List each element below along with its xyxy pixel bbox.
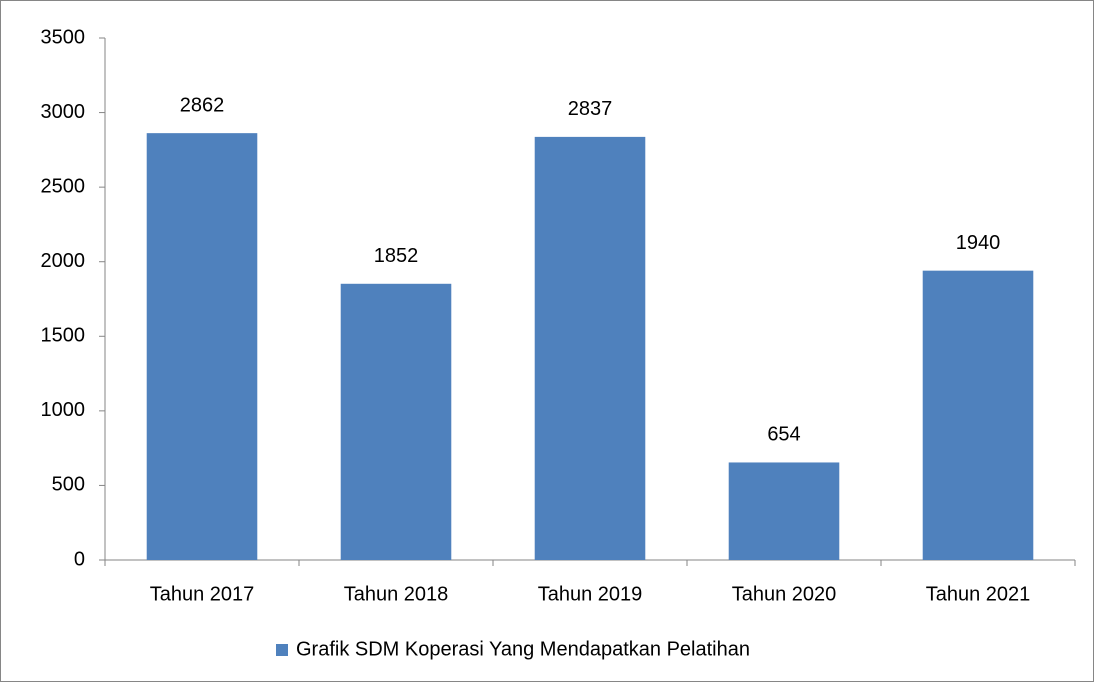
x-tick-label: Tahun 2021: [926, 583, 1031, 605]
y-tick-label: 1000: [41, 399, 86, 421]
y-tick-label: 3500: [41, 26, 86, 48]
legend-swatch: [276, 644, 288, 656]
bar: [728, 462, 840, 560]
data-label: 2862: [180, 94, 225, 116]
y-tick-label: 500: [52, 474, 85, 496]
y-tick-label: 1500: [41, 325, 86, 347]
y-tick-label: 0: [74, 548, 85, 570]
x-tick-label: Tahun 2017: [150, 583, 255, 605]
bar: [534, 136, 646, 560]
legend-label: Grafik SDM Koperasi Yang Mendapatkan Pel…: [296, 638, 750, 660]
x-tick-label: Tahun 2019: [538, 583, 643, 605]
data-label: 654: [767, 424, 800, 446]
y-tick-label: 2000: [41, 250, 86, 272]
data-label: 1940: [956, 232, 1001, 254]
x-tick-label: Tahun 2018: [344, 583, 449, 605]
y-tick-label: 2500: [41, 175, 86, 197]
data-label: 1852: [374, 245, 419, 267]
y-tick-label: 3000: [41, 101, 86, 123]
x-tick-label: Tahun 2020: [732, 583, 837, 605]
bar: [340, 283, 452, 560]
bar: [922, 270, 1034, 560]
data-label: 2837: [568, 98, 613, 120]
bar: [146, 133, 258, 560]
